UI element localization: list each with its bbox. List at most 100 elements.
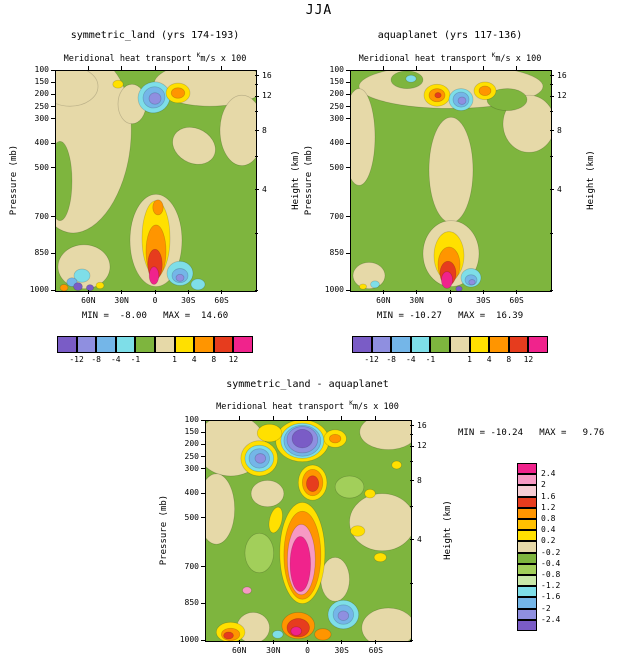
x-tick xyxy=(221,66,223,70)
colorbar-label: -12 xyxy=(69,355,84,364)
pressure-tick xyxy=(201,468,205,470)
colorbar-segment xyxy=(174,336,195,353)
height-tick-label: 4 xyxy=(417,534,422,544)
pressure-tick xyxy=(51,216,55,218)
panel-title-difference: symmetric_land - aquaplanet xyxy=(226,379,389,390)
pressure-tick xyxy=(51,252,55,254)
colorbar-segment xyxy=(135,336,155,353)
pressure-tick-label: 400 xyxy=(34,138,49,148)
pressure-tick xyxy=(346,118,350,120)
height-minor-tick xyxy=(255,232,258,234)
pressure-tick-label: 200 xyxy=(34,89,49,99)
colorbar-segment xyxy=(517,552,537,564)
height-tick xyxy=(550,95,554,97)
x-tick-label: 30S xyxy=(181,296,196,305)
panel-subtitle-aquaplanet: Meridional heat transport Km/s x 100 xyxy=(325,52,575,64)
pressure-tick xyxy=(201,443,205,445)
x-tick xyxy=(341,640,343,644)
x-tick xyxy=(516,66,518,70)
colorbar-segment xyxy=(469,336,490,353)
contour-feature xyxy=(441,271,453,289)
colorbar-label: 12 xyxy=(523,355,534,364)
pressure-tick-label: 700 xyxy=(329,211,344,221)
contour-feature xyxy=(170,87,186,99)
height-tick xyxy=(255,189,259,191)
x-tick xyxy=(221,290,223,294)
pressure-axis-label: Pressure (mb) xyxy=(304,144,314,216)
x-tick xyxy=(382,66,384,70)
contour-feature xyxy=(190,278,206,291)
contour-feature xyxy=(86,284,94,291)
colorbar-label: 4 xyxy=(486,355,492,364)
contour-feature xyxy=(289,536,311,592)
colorbar-label: -8 xyxy=(91,355,101,364)
x-tick xyxy=(375,416,377,420)
height-tick-label: 16 xyxy=(417,420,427,430)
colorbar-segment xyxy=(517,496,537,508)
contour-feature xyxy=(359,283,367,290)
panel-subtitle-difference: Meridional heat transport Km/s x 100 xyxy=(180,400,435,412)
pressure-tick xyxy=(51,106,55,108)
colorbar-label: 1.6 xyxy=(541,491,556,501)
x-tick xyxy=(121,66,123,70)
contour-feature xyxy=(290,626,302,636)
contour-feature xyxy=(148,92,162,105)
height-tick-label: 4 xyxy=(262,184,267,194)
contour-feature xyxy=(56,71,99,107)
x-tick-label: 60S xyxy=(214,296,229,305)
contour-feature xyxy=(95,281,105,290)
contour-feature xyxy=(148,266,160,285)
height-tick xyxy=(255,95,259,97)
subtitle-unit-sup: K xyxy=(491,52,496,59)
x-tick xyxy=(87,66,89,70)
colorbar-segment xyxy=(517,563,537,575)
height-minor-tick xyxy=(410,639,413,641)
height-tick-label: 8 xyxy=(557,125,562,135)
colorbar-segment xyxy=(517,575,537,587)
contour-feature xyxy=(337,610,350,621)
pressure-tick xyxy=(51,81,55,83)
colorbar-segment xyxy=(391,336,411,353)
pressure-tick-label: 400 xyxy=(184,488,199,498)
colorbar-segment xyxy=(213,336,234,353)
colorbar-segment xyxy=(352,336,372,353)
contour-feature xyxy=(59,284,69,291)
colorbar-segment xyxy=(517,586,537,598)
colorbar-label: 2 xyxy=(541,480,546,490)
pressure-tick-label: 700 xyxy=(34,211,49,221)
contour-feature xyxy=(223,631,234,640)
contour-feature xyxy=(291,428,313,449)
pressure-tick xyxy=(51,289,55,291)
pressure-tick-label: 500 xyxy=(329,162,344,172)
contour-feature xyxy=(254,453,267,464)
colorbar-label: -4 xyxy=(405,355,416,364)
height-minor-tick xyxy=(550,232,553,234)
colorbar-segment xyxy=(155,336,175,353)
colorbar-segment xyxy=(517,474,537,486)
colorbar-segment xyxy=(517,530,537,542)
contour-feature xyxy=(468,279,476,286)
pressure-tick-label: 400 xyxy=(329,138,344,148)
height-tick-label: 12 xyxy=(417,441,427,451)
pressure-tick-label: 850 xyxy=(329,248,344,258)
height-minor-tick xyxy=(255,110,258,112)
x-tick xyxy=(307,640,308,644)
x-tick-label: 0 xyxy=(305,646,310,655)
colorbar-label: 2.4 xyxy=(541,469,556,479)
pressure-tick xyxy=(201,431,205,433)
x-tick-label: 0 xyxy=(447,296,453,305)
contour-feature xyxy=(334,475,365,499)
height-minor-tick xyxy=(255,289,258,291)
contour-feature xyxy=(250,480,285,508)
contour-feature xyxy=(352,262,386,290)
colorbar-label: -0.4 xyxy=(541,558,561,568)
pressure-tick xyxy=(201,419,205,421)
contour-feature xyxy=(434,92,442,99)
x-tick xyxy=(187,290,189,294)
colorbar-label: 1.2 xyxy=(541,502,556,512)
pressure-tick-label: 1000 xyxy=(324,285,344,294)
pressure-tick-label: 300 xyxy=(184,463,199,473)
colorbar-label: 1 xyxy=(172,355,177,364)
contour-feature xyxy=(244,532,275,574)
